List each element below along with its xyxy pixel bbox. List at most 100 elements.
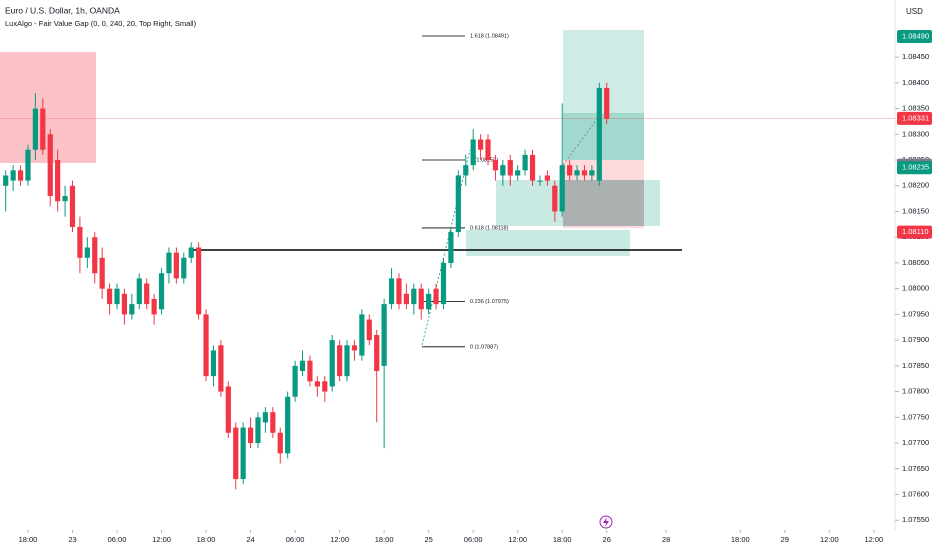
candle-body [225, 386, 231, 433]
price-badge-label: 1.08110 [902, 227, 929, 236]
fib-label: 1.618 (1.08491) [470, 33, 509, 39]
target-zone-filled [563, 113, 644, 160]
x-tick-label: 12:00 [820, 535, 839, 544]
candle-body [106, 288, 113, 305]
price-badge [897, 111, 932, 125]
candle-body [337, 345, 343, 377]
y-tick-label: 1.08150 [902, 206, 929, 215]
candle-body [292, 365, 298, 397]
candle-body [485, 139, 491, 161]
fib-trend [421, 149, 471, 346]
candle-body [515, 170, 521, 176]
symbol-title: Euro / U.S. Dollar, 1h, OANDA [5, 5, 120, 15]
fib-label: 0.236 (1.07975) [470, 299, 509, 305]
x-tick-label: 12:00 [152, 535, 171, 544]
candle-body [55, 160, 61, 202]
fib-label: 0 (1.07887) [470, 344, 498, 350]
candle-body [470, 139, 476, 166]
candle-body [203, 314, 209, 377]
candle-body [537, 180, 543, 182]
price-badge [897, 225, 932, 239]
candle-body [574, 170, 580, 176]
candle-body [151, 298, 157, 315]
candle-body [581, 170, 588, 176]
candle-body [381, 304, 387, 366]
candle-body [121, 293, 128, 315]
price-badge [897, 30, 932, 44]
y-tick-label: 1.07850 [902, 361, 929, 370]
x-tick-label: 12:00 [330, 535, 349, 544]
y-tick-label: 1.07800 [902, 387, 929, 396]
candle-body [285, 396, 291, 454]
fvg-overlap [563, 180, 644, 226]
y-tick-label: 1.07900 [902, 335, 929, 344]
x-tick-label: 06:00 [108, 535, 127, 544]
candle-body [411, 288, 417, 305]
drawings [0, 30, 682, 346]
candle-body [210, 350, 217, 377]
candle-body [500, 165, 506, 176]
y-tick-label: 1.08350 [902, 104, 929, 113]
candle-body [40, 108, 46, 150]
candle-body [158, 273, 165, 310]
candle-body [329, 340, 335, 387]
y-tick-label: 1.08400 [902, 78, 929, 87]
fvg-zone [466, 230, 630, 256]
x-tick-label: 25 [424, 535, 432, 544]
x-tick-label: 12:00 [864, 535, 883, 544]
candle-body [129, 304, 135, 315]
candle-body [418, 288, 424, 310]
candle-body [181, 257, 187, 279]
candle-body [314, 381, 320, 387]
candle-body [166, 252, 172, 274]
candle-body [529, 154, 536, 181]
y-tick-label: 1.07600 [902, 489, 929, 498]
x-tick-label: 18:00 [731, 535, 750, 544]
candle-body [374, 334, 380, 371]
candle-body [144, 283, 150, 305]
candle-body [10, 170, 16, 181]
x-tick-label: 23 [68, 535, 76, 544]
candle-body [507, 160, 513, 176]
y-tick-label: 1.08000 [902, 284, 929, 293]
x-tick-label: 18:00 [553, 535, 572, 544]
candle-body [448, 232, 454, 263]
candle-body [62, 196, 68, 202]
candle-body [196, 247, 202, 315]
event-icon [599, 515, 613, 529]
candle-body [403, 293, 409, 305]
y-tick-label: 1.08050 [902, 258, 929, 267]
candle-body [136, 278, 142, 305]
candle-body [17, 170, 24, 181]
candle-body [440, 262, 447, 305]
x-tick-label: 06:00 [464, 535, 483, 544]
candle-body [492, 160, 499, 171]
y-tick-label: 1.08200 [902, 181, 929, 190]
indicator-legend: LuxAlgo - Fair Value Gap (0, 0, 240, 20,… [5, 19, 197, 28]
candle-body [322, 381, 328, 392]
candle-body [596, 87, 602, 181]
candle-body [351, 345, 358, 351]
candle-body [559, 165, 565, 212]
candle-body [84, 247, 90, 258]
candle-body [544, 175, 550, 181]
candle-body [99, 257, 105, 289]
candle-body [426, 293, 432, 310]
candle-body [359, 314, 365, 356]
candle-body [567, 165, 573, 176]
price-badge-label: 1.08331 [902, 113, 929, 122]
x-tick-label: 06:00 [286, 535, 305, 544]
candle-body [552, 185, 558, 212]
candle-body [32, 108, 38, 150]
candle-body [114, 288, 120, 305]
candle-body [307, 360, 313, 382]
candle-body [589, 170, 595, 176]
candle-body [47, 134, 53, 197]
x-tick-label: 29 [781, 535, 789, 544]
x-tick-label: 18:00 [197, 535, 216, 544]
candle-body [344, 345, 350, 377]
candle-body [255, 417, 261, 444]
candle-body [233, 427, 239, 480]
candle-body [240, 427, 246, 480]
candle-body [3, 175, 9, 186]
